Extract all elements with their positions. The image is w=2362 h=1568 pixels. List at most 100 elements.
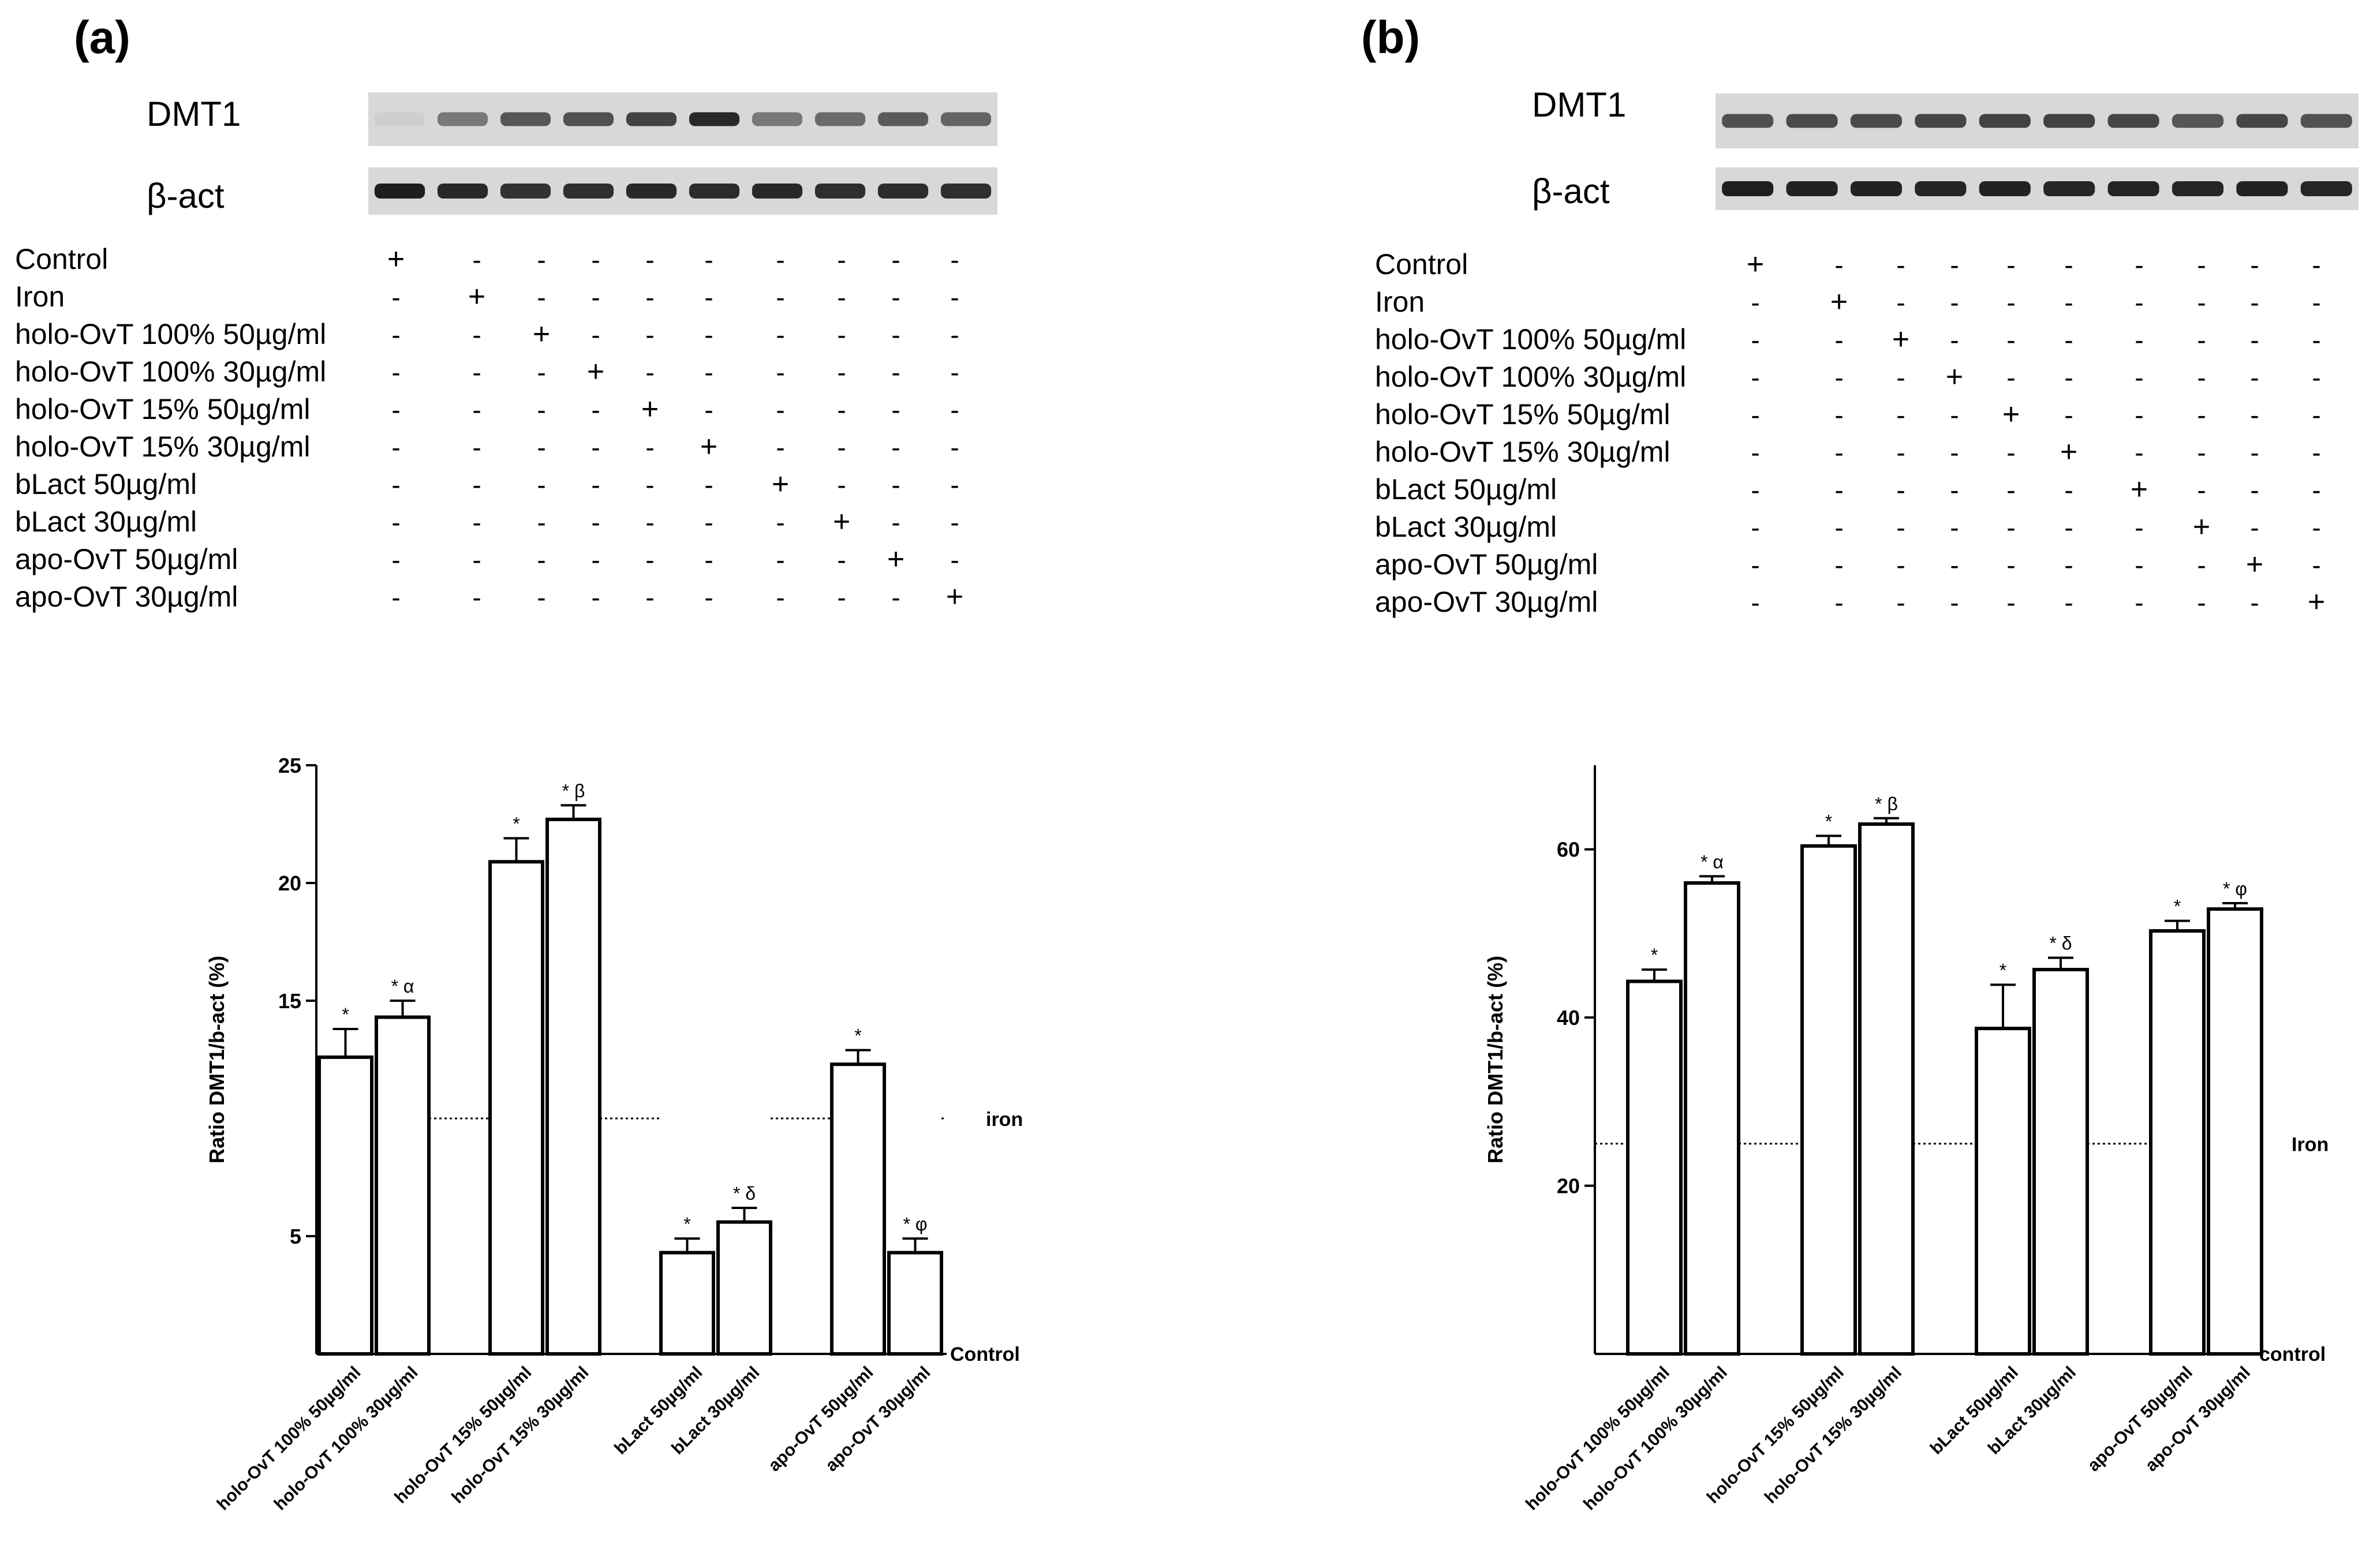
treatment-minus: - — [1950, 587, 1959, 618]
treatment-minus: - — [2135, 437, 2143, 467]
treatment-minus: - — [776, 432, 784, 462]
bar — [2149, 929, 2206, 1356]
treatment-minus: - — [2006, 475, 2015, 505]
treatment-minus: - — [950, 357, 959, 387]
treatment-minus: - — [2006, 587, 2015, 618]
treatment-plus: + — [1830, 285, 1848, 319]
treatment-minus: - — [950, 507, 959, 537]
treatment-minus: - — [837, 357, 846, 387]
blot-band-bact — [2043, 181, 2095, 196]
condition-label: apo-OvT 30µg/ml — [15, 581, 238, 613]
bar — [1800, 844, 1857, 1356]
condition-label: holo-OvT 15% 50µg/ml — [1375, 398, 1670, 431]
treatment-minus: - — [704, 545, 713, 575]
blot-band-dmt1 — [2172, 114, 2224, 128]
treatment-minus: - — [591, 245, 600, 275]
treatment-minus: - — [2064, 587, 2073, 618]
treatment-minus: - — [1834, 325, 1843, 355]
x-tick-label: apo-OvT 30µg/ml — [2142, 1363, 2254, 1476]
condition-label: Control — [15, 243, 108, 275]
bar — [1975, 1027, 2031, 1356]
treatment-minus: - — [2135, 287, 2143, 317]
blot-band-dmt1 — [563, 112, 614, 126]
treatment-minus: - — [2064, 250, 2073, 280]
treatment-minus: - — [1896, 287, 1905, 317]
treatment-minus: - — [2197, 475, 2206, 505]
treatment-minus: - — [1834, 475, 1843, 505]
condition-label: holo-OvT 15% 30µg/ml — [1375, 436, 1670, 468]
treatment-minus: - — [472, 432, 481, 462]
y-tick-label: 15 — [278, 989, 301, 1013]
treatment-minus: - — [1896, 400, 1905, 430]
y-tick-label: 20 — [278, 871, 301, 895]
treatment-plus: + — [1892, 323, 1909, 356]
treatment-minus: - — [704, 245, 713, 275]
treatment-minus: - — [2312, 475, 2320, 505]
treatment-plus: + — [2246, 548, 2263, 581]
blot-band-bact — [1722, 181, 1774, 196]
treatment-minus: - — [472, 582, 481, 612]
blot-band-bact — [2236, 181, 2288, 196]
blot-band-dmt1 — [626, 112, 677, 126]
blot-band-bact — [1979, 181, 2031, 196]
treatment-minus: - — [645, 507, 654, 537]
condition-label: holo-OvT 15% 30µg/ml — [15, 431, 310, 463]
significance-annotation: * φ — [2223, 878, 2247, 899]
blot-band-bact — [940, 184, 992, 199]
treatment-minus: - — [2064, 400, 2073, 430]
treatment-plus: + — [833, 505, 850, 538]
control-reference-label: control — [2259, 1344, 2326, 1365]
treatment-minus: - — [1896, 437, 1905, 467]
treatment-minus: - — [1751, 550, 1759, 580]
treatment-plus: + — [2060, 435, 2077, 469]
treatment-minus: - — [2135, 550, 2143, 580]
treatment-minus: - — [1896, 550, 1905, 580]
condition-label: apo-OvT 30µg/ml — [1375, 586, 1598, 618]
blot-band-dmt1 — [1979, 114, 2031, 128]
treatment-minus: - — [2197, 550, 2206, 580]
blot-band-bact — [1915, 181, 1967, 196]
treatment-plus: + — [533, 317, 550, 351]
treatment-minus: - — [472, 395, 481, 425]
treatment-minus: - — [2064, 362, 2073, 392]
treatment-minus: - — [2197, 287, 2206, 317]
blot-label-bact: β-act — [1532, 172, 1610, 211]
treatment-minus: - — [2312, 325, 2320, 355]
treatment-minus: - — [2312, 287, 2320, 317]
treatment-minus: - — [776, 582, 784, 612]
significance-annotation: * α — [1701, 851, 1724, 872]
treatment-minus: - — [2006, 437, 2015, 467]
treatment-minus: - — [1834, 362, 1843, 392]
blot-band-bact — [2172, 181, 2224, 196]
treatment-minus: - — [704, 470, 713, 500]
treatment-minus: - — [645, 432, 654, 462]
treatment-minus: - — [1834, 437, 1843, 467]
condition-label: Iron — [15, 280, 65, 313]
panel-a: (a) DMT1 β-act Control + - - - - - - - - - Iron - + - - - - -… — [15, 12, 1023, 1514]
treatment-minus: - — [591, 582, 600, 612]
treatment-minus: - — [391, 470, 400, 500]
condition-label: holo-OvT 100% 50µg/ml — [1375, 323, 1686, 355]
treatment-minus: - — [2312, 250, 2320, 280]
treatment-minus: - — [776, 545, 784, 575]
bar — [545, 817, 601, 1356]
treatment-minus: - — [391, 320, 400, 350]
blot-band-dmt1 — [437, 112, 488, 126]
treatment-minus: - — [1834, 587, 1843, 618]
blot-band-dmt1 — [500, 112, 551, 126]
treatment-minus: - — [591, 320, 600, 350]
panel-label: (b) — [1361, 12, 1420, 63]
treatment-minus: - — [2064, 475, 2073, 505]
treatment-minus: - — [950, 432, 959, 462]
treatment-minus: - — [2197, 400, 2206, 430]
treatment-minus: - — [1896, 587, 1905, 618]
treatment-minus: - — [2312, 512, 2320, 542]
treatment-minus: - — [837, 282, 846, 312]
panel-label: (a) — [74, 12, 130, 63]
treatment-minus: - — [591, 395, 600, 425]
blot-band-dmt1 — [2043, 114, 2095, 128]
treatment-plus: + — [2131, 473, 2148, 506]
treatment-minus: - — [537, 470, 545, 500]
treatment-minus: - — [1751, 287, 1759, 317]
